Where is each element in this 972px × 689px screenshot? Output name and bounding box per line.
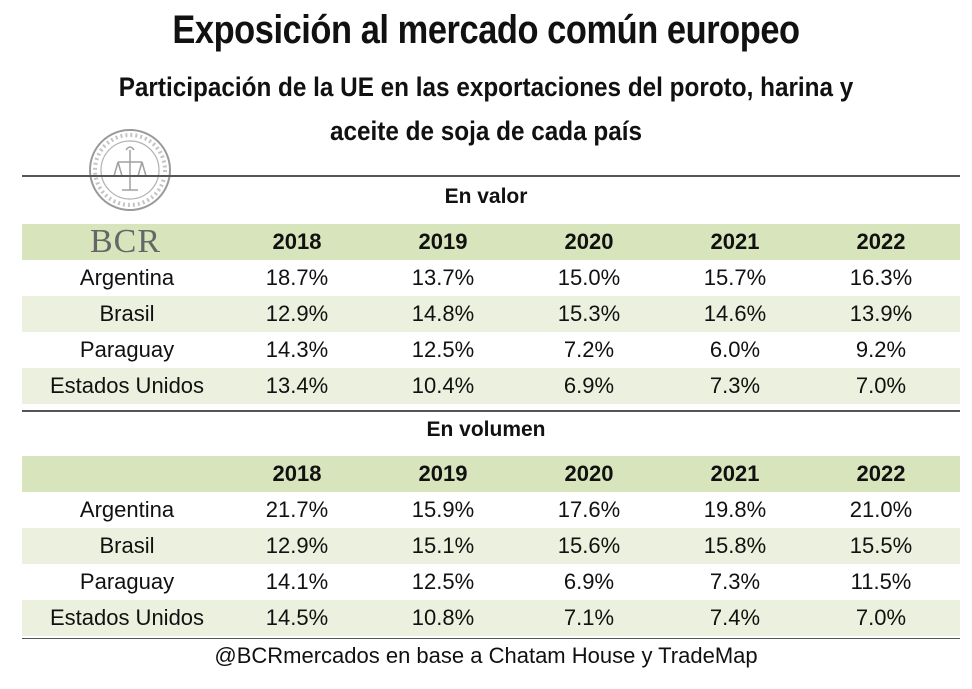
table-value-cell: 21.7% [265,497,329,522]
table-value-cell: 13.9% [849,301,913,326]
table-value-cell: 11.5% [850,569,912,594]
table-row: Argentina 18.7% 13.7% 15.0% 15.7% 16.3% [22,260,960,296]
column-header-year: 2021 [710,461,760,486]
table-divider-line [22,175,960,177]
table-value-cell: 6.0% [709,337,761,362]
table-value-cell: 7.3% [709,373,761,398]
table-value-cell: 15.0% [557,265,621,290]
table-value-cell: 14.3% [265,337,329,362]
table-bottom-line [22,638,960,639]
table-value-cell: 12.9% [265,301,329,326]
table-value-cell: 15.8% [703,533,767,558]
table-value-cell: 15.5% [849,533,913,558]
column-header-year: 2020 [564,461,614,486]
row-country-label: Argentina [79,265,175,290]
table-value-cell: 21.0% [849,497,913,522]
table-row: Brasil 12.9% 14.8% 15.3% 14.6% 13.9% [22,296,960,332]
table-value-cell: 13.7% [411,265,475,290]
column-header-year: 2019 [418,229,468,254]
table-value-cell: 15.9% [411,497,475,522]
table-value-cell: 7.1% [563,605,615,630]
table-value-cell: 14.8% [411,301,475,326]
table-row: Estados Unidos 13.4% 10.4% 6.9% 7.3% 7.0% [22,368,960,404]
table-value-cell: 12.9% [265,533,329,558]
table-section-label: En volumen [426,418,546,441]
table-value-cell: 14.5% [265,605,329,630]
row-country-label: Estados Unidos [49,373,205,398]
column-header-year: 2021 [710,229,760,254]
column-header-year: 2020 [564,229,614,254]
row-country-label: Paraguay [79,569,175,594]
table-value-cell: 16.3% [849,265,913,290]
table-value-cell: 18.7% [265,265,329,290]
row-country-label: Brasil [99,533,155,558]
table-row: Paraguay 14.3% 12.5% 7.2% 6.0% 9.2% [22,332,960,368]
column-header-year: 2018 [272,461,322,486]
table-value-cell: 19.8% [703,497,767,522]
column-header-year: 2018 [272,229,322,254]
chart-subtitle-line1: Participación de la UE en las exportacio… [118,72,854,102]
row-country-label: Argentina [79,497,175,522]
column-header-year: 2022 [856,461,906,486]
bcr-logo-text: BCR [90,223,162,260]
table-value-cell: 14.1% [265,569,329,594]
table-row: Argentina 21.7% 15.9% 17.6% 19.8% 21.0% [22,492,960,528]
table-header-row: 2018 2019 2020 2021 2022 [22,224,960,260]
chart-title: Exposición al mercado común europeo [172,8,800,52]
table-value-cell: 15.3% [557,301,621,326]
row-country-label: Brasil [99,301,155,326]
table-divider-line [22,410,960,412]
table-row: Brasil 12.9% 15.1% 15.6% 15.8% 15.5% [22,528,960,564]
table-value-cell: 13.4% [265,373,329,398]
table-value-cell: 9.2% [855,337,907,362]
table-value-cell: 6.9% [563,569,615,594]
table-value-cell: 17.6% [557,497,621,522]
table-value-cell: 7.0% [855,605,907,630]
table-section-label: En valor [444,185,528,208]
table-row: Paraguay 14.1% 12.5% 6.9% 7.3% 11.5% [22,564,960,600]
table-header-row: 2018 2019 2020 2021 2022 [22,456,960,492]
table-value-cell: 14.6% [703,301,767,326]
table-value-cell: 7.3% [709,569,761,594]
table-value-cell: 10.8% [411,605,475,630]
table-value-cell: 10.4% [411,373,475,398]
source-note: @BCRmercados en base a Chatam House y Tr… [214,643,758,668]
table-value-cell: 7.4% [709,605,761,630]
table-value-cell: 15.6% [557,533,621,558]
table-row: Estados Unidos 14.5% 10.8% 7.1% 7.4% 7.0% [22,600,960,636]
table-value-cell: 7.2% [563,337,615,362]
table-value-cell: 7.0% [855,373,907,398]
bcr-seal-logo [89,129,171,211]
chart-subtitle-line2: aceite de soja de cada país [329,116,643,146]
column-header-year: 2019 [418,461,468,486]
row-country-label: Estados Unidos [49,605,205,630]
table-value-cell: 12.5% [411,337,475,362]
table-value-cell: 15.1% [411,533,475,558]
row-country-label: Paraguay [79,337,175,362]
column-header-year: 2022 [856,229,906,254]
table-value-cell: 15.7% [703,265,767,290]
table-value-cell: 12.5% [411,569,475,594]
table-value-cell: 6.9% [563,373,615,398]
